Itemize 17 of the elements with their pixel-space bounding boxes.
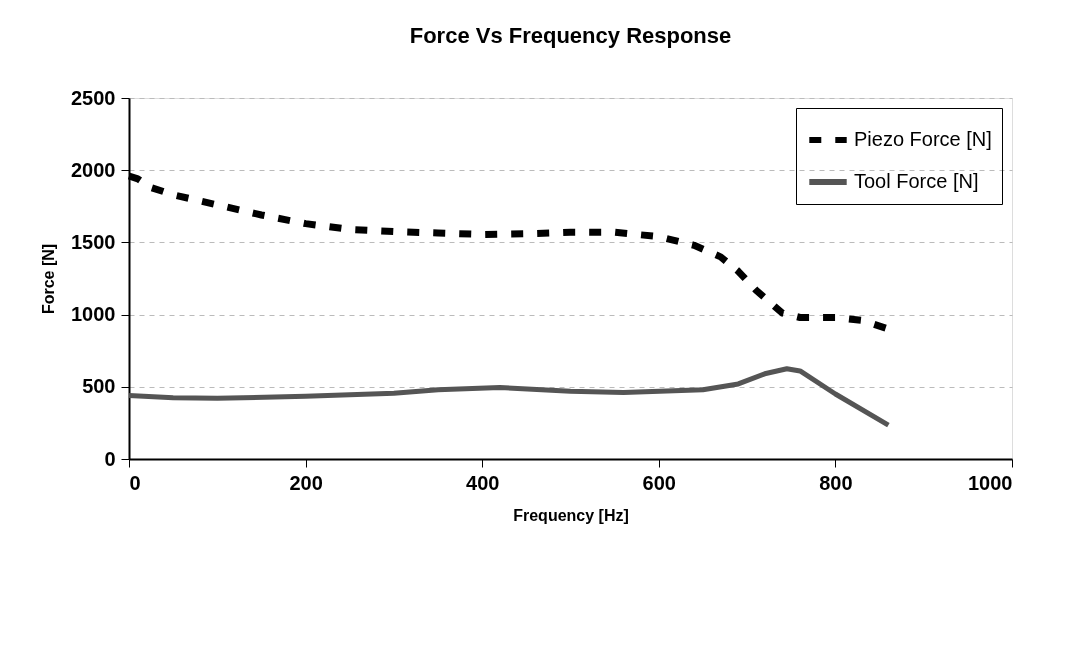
y-tick-label: 1500 bbox=[71, 230, 116, 253]
y-axis-title: Force [N] bbox=[40, 243, 58, 315]
x-axis-title: Frequency [Hz] bbox=[513, 506, 629, 524]
x-tick-label: 1000 bbox=[968, 471, 1013, 494]
x-tick-label: 0 bbox=[129, 471, 141, 494]
x-tick-label: 400 bbox=[466, 471, 500, 494]
y-tick-label: 2500 bbox=[71, 86, 116, 109]
y-tick-label: 1000 bbox=[71, 303, 116, 326]
x-tick-label: 800 bbox=[819, 471, 853, 494]
legend-label: Tool Force [N] bbox=[854, 170, 979, 192]
y-tick-label: 500 bbox=[82, 375, 116, 398]
legend-label: Piezo Force [N] bbox=[854, 128, 992, 150]
x-tick-label: 200 bbox=[289, 471, 323, 494]
chart-title: Force Vs Frequency Response bbox=[409, 23, 732, 48]
y-tick-label: 2000 bbox=[71, 158, 116, 181]
y-tick-label: 0 bbox=[104, 447, 116, 470]
x-tick-label: 600 bbox=[642, 471, 676, 494]
